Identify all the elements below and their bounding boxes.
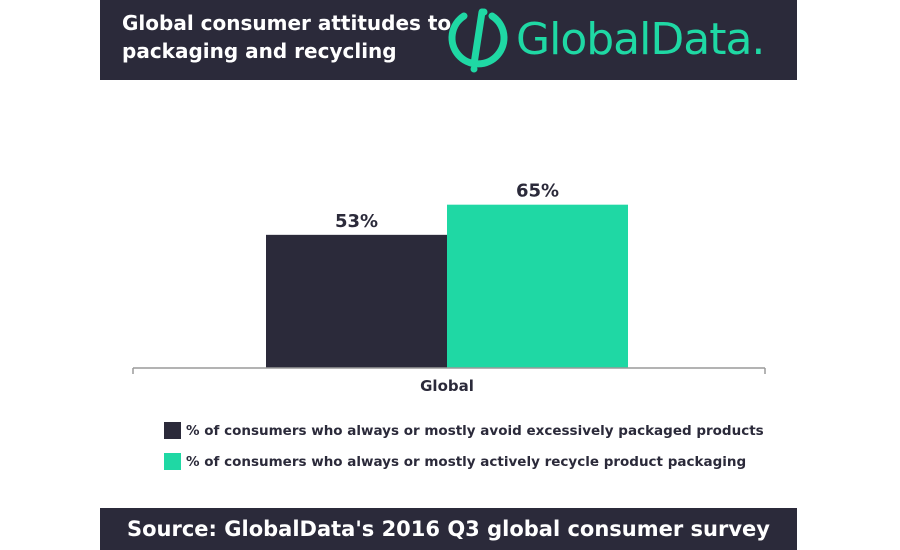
legend-label-avoid: % of consumers who always or mostly avoi… bbox=[186, 423, 764, 439]
globaldata-logo-icon bbox=[448, 8, 508, 73]
legend-swatch-avoid bbox=[164, 422, 181, 439]
logo-text: GlobalData. bbox=[516, 14, 765, 65]
globaldata-logo: GlobalData. bbox=[446, 6, 791, 74]
source-text: Source: GlobalData's 2016 Q3 global cons… bbox=[127, 517, 770, 541]
bar-chart: 53% 65% Global bbox=[132, 181, 766, 395]
bar-avoid bbox=[266, 234, 447, 368]
data-label-avoid: 53% bbox=[335, 211, 378, 232]
legend-label-recycle: % of consumers who always or mostly acti… bbox=[186, 454, 747, 470]
page-title: Global consumer attitudes to packaging a… bbox=[122, 11, 452, 63]
bar-recycle bbox=[447, 204, 628, 368]
header-banner: Global consumer attitudes to packaging a… bbox=[100, 0, 797, 80]
x-tick-label-global: Global bbox=[420, 377, 474, 395]
legend-swatch-recycle bbox=[164, 453, 181, 470]
source-footer: Source: GlobalData's 2016 Q3 global cons… bbox=[100, 508, 797, 550]
data-label-recycle: 65% bbox=[516, 181, 559, 202]
